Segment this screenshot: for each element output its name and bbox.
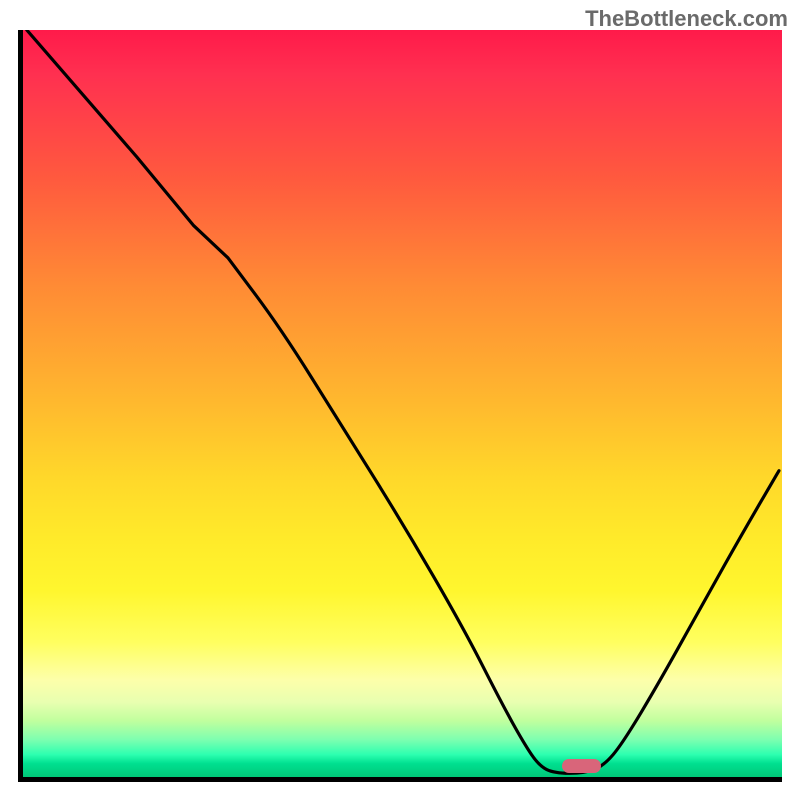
watermark-text: TheBottleneck.com: [585, 6, 788, 32]
target-marker: [562, 759, 602, 773]
bottleneck-chart: [18, 30, 782, 782]
curve-line: [23, 30, 782, 777]
